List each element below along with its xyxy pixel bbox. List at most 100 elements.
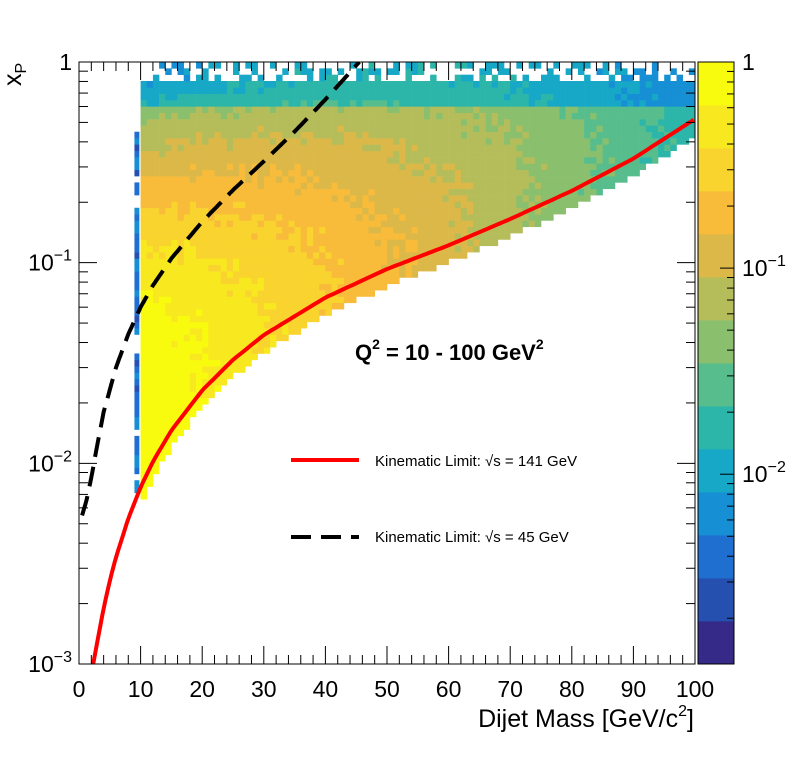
heatmap-cell	[337, 207, 345, 215]
heatmap-cell	[602, 81, 610, 88]
heatmap-cell	[214, 195, 221, 202]
heatmap-cell	[423, 264, 431, 272]
heatmap-cell	[202, 157, 209, 164]
heatmap-cell	[313, 182, 320, 190]
heatmap-cell	[577, 138, 585, 145]
heatmap-cell	[263, 169, 271, 177]
heatmap-cell	[522, 131, 529, 139]
heatmap-cell	[183, 207, 191, 215]
heatmap-cell	[183, 188, 191, 196]
heatmap-cell	[146, 315, 154, 323]
heatmap-cell	[356, 207, 363, 215]
heatmap-cell	[467, 182, 474, 190]
heatmap-cell	[239, 252, 246, 259]
heatmap-cell	[152, 195, 160, 202]
heatmap-cell	[239, 157, 246, 164]
heatmap-cell	[288, 163, 295, 171]
heatmap-cell	[196, 182, 203, 190]
heatmap-cell	[245, 169, 252, 177]
heatmap-cell	[417, 81, 425, 88]
heatmap-cell	[189, 150, 197, 158]
heatmap-cell	[183, 423, 191, 430]
heatmap-cell	[454, 176, 462, 183]
heatmap-cell	[460, 74, 468, 82]
heatmap-cell	[233, 366, 240, 373]
heatmap-cell	[257, 340, 265, 348]
heatmap-cell	[331, 302, 339, 310]
heatmap-cell	[171, 435, 178, 443]
heatmap-cell	[319, 271, 326, 278]
heatmap-cell	[233, 321, 240, 329]
heatmap-cell	[202, 245, 209, 253]
heatmap-cell	[584, 100, 591, 107]
heatmap-cell	[374, 68, 382, 75]
heatmap-cell	[362, 188, 369, 196]
heatmap-cell	[491, 74, 499, 82]
heatmap-cell	[220, 150, 228, 158]
heatmap-cell	[436, 150, 443, 158]
heatmap-cell	[233, 62, 240, 69]
heatmap-cell	[282, 226, 289, 234]
heatmap-cell	[645, 112, 653, 120]
heatmap-cell	[159, 100, 166, 107]
heatmap-cell	[430, 214, 437, 221]
heatmap-cell	[233, 93, 240, 101]
heatmap-cell	[306, 315, 314, 323]
heatmap-cell	[664, 74, 671, 82]
heatmap-cell	[584, 62, 591, 69]
heatmap-cell	[263, 201, 271, 209]
heatmap-cell	[183, 283, 191, 291]
heatmap-cell	[571, 169, 579, 177]
heatmap-cell	[251, 271, 258, 278]
heatmap-cell	[436, 258, 443, 266]
heatmap-cell	[639, 87, 647, 94]
heatmap-cell	[183, 100, 191, 107]
heatmap-cell	[343, 150, 351, 158]
heatmap-cell	[313, 112, 320, 120]
heatmap-cell	[269, 112, 277, 120]
heatmap-cell	[183, 252, 191, 259]
heatmap-cell	[485, 157, 493, 164]
heatmap-cell	[454, 150, 462, 158]
heatmap-cell	[325, 220, 332, 228]
heatmap-cell	[393, 100, 400, 107]
heatmap-cell	[411, 169, 419, 177]
heatmap-cell	[214, 106, 221, 113]
heatmap-cell	[577, 150, 585, 158]
heatmap-cell	[430, 226, 437, 234]
heatmap-cell	[485, 62, 493, 69]
heatmap-cell	[325, 309, 332, 316]
heatmap-cell	[331, 239, 339, 247]
heatmap-cell	[300, 296, 308, 304]
heatmap-cell	[196, 112, 203, 120]
heatmap-cell	[337, 296, 345, 304]
heatmap-cell	[362, 220, 369, 228]
colorbar-tick-label: 10−2	[742, 459, 786, 487]
heatmap-cell	[399, 87, 406, 94]
heatmap-cell	[269, 271, 277, 278]
heatmap-cell	[183, 144, 191, 152]
heatmap-cell	[331, 119, 339, 126]
heatmap-cell	[220, 163, 228, 171]
heatmap-cell	[251, 309, 258, 316]
heatmap-cell	[497, 163, 505, 171]
heatmap-cell	[165, 315, 172, 323]
heatmap-cell	[565, 144, 573, 152]
heatmap-cell	[448, 150, 456, 158]
heatmap-cell	[257, 214, 265, 221]
x-tick-label: 40	[313, 676, 339, 702]
heatmap-cell	[399, 214, 406, 221]
heatmap-cell	[233, 106, 240, 113]
heatmap-cell	[146, 100, 154, 107]
heatmap-cell	[467, 157, 474, 164]
heatmap-cell	[528, 131, 536, 139]
heatmap-cell	[233, 201, 240, 209]
heatmap-cell	[387, 252, 394, 259]
heatmap-cell	[196, 378, 203, 386]
heatmap-cell	[282, 87, 289, 94]
heatmap-cell	[380, 131, 388, 139]
heatmap-cell	[159, 347, 166, 354]
heatmap-cell	[288, 328, 295, 335]
heatmap-cell	[183, 138, 191, 145]
heatmap-cell	[165, 359, 172, 367]
